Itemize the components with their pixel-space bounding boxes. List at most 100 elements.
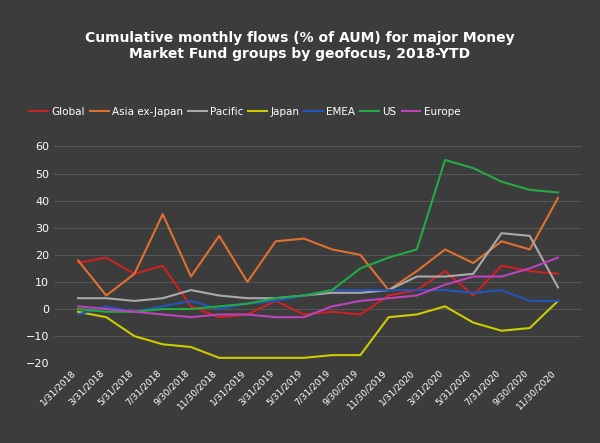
Japan (159, 342, 166, 347)
US (159, 307, 166, 312)
Asia ex-Japan (442, 247, 449, 252)
Global (329, 309, 336, 315)
Pacific (413, 274, 421, 279)
Europe (413, 293, 421, 298)
Europe (498, 274, 505, 279)
Asia ex-Japan (554, 195, 562, 201)
Pacific (215, 293, 223, 298)
Pacific (554, 285, 562, 290)
EMEA (74, 312, 82, 317)
Asia ex-Japan (74, 258, 82, 263)
EMEA (357, 288, 364, 293)
US (300, 293, 307, 298)
Line: Japan: Japan (78, 301, 558, 358)
Asia ex-Japan (357, 252, 364, 257)
Japan (272, 355, 279, 361)
US (215, 304, 223, 309)
Pacific (300, 293, 307, 298)
Global (300, 312, 307, 317)
Pacific (357, 290, 364, 295)
Europe (159, 312, 166, 317)
Line: US: US (78, 160, 558, 312)
Line: Global: Global (78, 257, 558, 317)
Europe (470, 274, 477, 279)
Europe (442, 282, 449, 288)
US (74, 307, 82, 312)
Global (357, 312, 364, 317)
EMEA (103, 304, 110, 309)
Europe (385, 295, 392, 301)
Europe (131, 309, 138, 315)
Pacific (244, 295, 251, 301)
Asia ex-Japan (244, 279, 251, 284)
Pacific (329, 290, 336, 295)
Global (215, 315, 223, 320)
Global (103, 255, 110, 260)
Global (244, 312, 251, 317)
EMEA (272, 298, 279, 303)
Japan (526, 325, 533, 330)
EMEA (300, 293, 307, 298)
Asia ex-Japan (215, 233, 223, 238)
EMEA (385, 288, 392, 293)
Europe (187, 315, 194, 320)
US (526, 187, 533, 192)
Japan (413, 312, 421, 317)
Global (385, 293, 392, 298)
Japan (131, 334, 138, 339)
Asia ex-Japan (103, 293, 110, 298)
Europe (329, 304, 336, 309)
US (442, 157, 449, 163)
EMEA (413, 288, 421, 293)
Japan (470, 320, 477, 325)
EMEA (187, 298, 194, 303)
Japan (74, 309, 82, 315)
US (103, 309, 110, 315)
US (272, 295, 279, 301)
Pacific (470, 271, 477, 276)
Global (470, 293, 477, 298)
EMEA (244, 301, 251, 306)
Asia ex-Japan (300, 236, 307, 241)
Pacific (187, 288, 194, 293)
Asia ex-Japan (187, 274, 194, 279)
Line: Pacific: Pacific (78, 233, 558, 301)
Japan (187, 344, 194, 350)
Line: Europe: Europe (78, 257, 558, 317)
Asia ex-Japan (470, 260, 477, 266)
Japan (442, 304, 449, 309)
Pacific (272, 295, 279, 301)
Pacific (442, 274, 449, 279)
Global (413, 288, 421, 293)
Global (272, 298, 279, 303)
Europe (215, 312, 223, 317)
US (413, 247, 421, 252)
Europe (272, 315, 279, 320)
Asia ex-Japan (272, 239, 279, 244)
Japan (300, 355, 307, 361)
Global (74, 260, 82, 266)
Pacific (526, 233, 533, 238)
Pacific (498, 230, 505, 236)
Asia ex-Japan (526, 247, 533, 252)
US (385, 255, 392, 260)
Japan (215, 355, 223, 361)
Line: Asia ex-Japan: Asia ex-Japan (78, 198, 558, 295)
US (470, 166, 477, 171)
Asia ex-Japan (131, 271, 138, 276)
Pacific (74, 295, 82, 301)
US (498, 179, 505, 184)
US (187, 307, 194, 312)
Europe (554, 255, 562, 260)
EMEA (329, 288, 336, 293)
Europe (526, 266, 533, 271)
US (329, 288, 336, 293)
EMEA (498, 288, 505, 293)
Global (159, 263, 166, 268)
Legend: Global, Asia ex-Japan, Pacific, Japan, EMEA, US, Europe: Global, Asia ex-Japan, Pacific, Japan, E… (29, 107, 460, 117)
Global (526, 268, 533, 274)
Pacific (131, 298, 138, 303)
EMEA (131, 309, 138, 315)
Global (554, 271, 562, 276)
Japan (329, 353, 336, 358)
